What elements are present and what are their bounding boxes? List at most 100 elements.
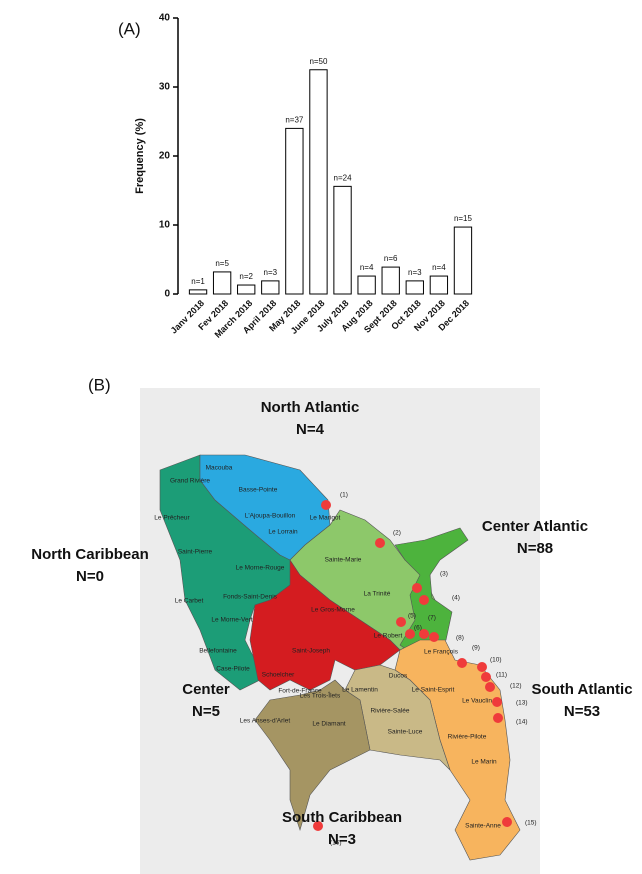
y-tick-label: 0	[164, 289, 170, 300]
panel-label: (B)	[88, 375, 111, 394]
commune-label: Le Morne-Rouge	[236, 565, 285, 572]
region-center	[249, 559, 401, 691]
site-marker	[313, 821, 323, 831]
site-marker	[477, 662, 487, 672]
bar-label: n=1	[191, 277, 205, 286]
commune-label: Schoelcher	[262, 672, 295, 679]
site-marker	[429, 632, 439, 642]
site-label: (3)	[440, 571, 448, 578]
bar-label: n=15	[454, 214, 473, 223]
commune-label: Le Prêcheur	[154, 515, 190, 522]
site-label: (6)	[414, 625, 422, 632]
region-name: North Atlantic	[261, 399, 360, 416]
bar-label: n=2	[239, 272, 253, 281]
y-axis-label: Frequency (%)	[134, 118, 146, 194]
site-marker	[485, 682, 495, 692]
commune-label: Le Carbet	[175, 598, 204, 605]
site-label: (7)	[428, 615, 436, 622]
region-count: N=4	[296, 421, 325, 438]
commune-label: Les Trois-Îlets	[300, 691, 341, 700]
commune-label: Le Gros-Morne	[311, 607, 355, 614]
bar	[381, 266, 400, 295]
commune-label: Basse-Pointe	[239, 487, 278, 494]
commune-label: Case-Pilote	[216, 666, 250, 673]
panel-label: (A)	[118, 19, 141, 38]
site-label: (13)	[516, 700, 528, 707]
region-count: N=53	[564, 703, 600, 720]
bar-label: n=4	[432, 263, 446, 272]
site-label: (16)	[330, 840, 342, 847]
region-name: South Caribbean	[282, 809, 402, 826]
bar	[212, 271, 232, 295]
site-marker	[375, 538, 385, 548]
y-tick-label: 20	[159, 151, 171, 162]
site-label: (5)	[408, 613, 416, 620]
site-marker	[492, 697, 502, 707]
site-marker	[405, 629, 415, 639]
bar-label: n=4	[360, 263, 374, 272]
commune-label: Bellefontaine	[199, 648, 237, 655]
commune-label: Sainte-Luce	[388, 729, 423, 736]
bar-label: n=37	[285, 116, 304, 125]
commune-label: Sainte-Marie	[325, 557, 362, 564]
commune-label: Le Saint-Esprit	[412, 687, 455, 694]
region-count: N=5	[192, 703, 220, 720]
bar-label: n=5	[215, 259, 229, 268]
bar	[333, 185, 352, 295]
site-marker	[481, 672, 491, 682]
site-label: (14)	[516, 719, 528, 726]
site-marker	[321, 500, 331, 510]
site-label: (1)	[340, 492, 348, 499]
commune-label: Grand Rivière	[170, 478, 210, 485]
commune-label: Le Marin	[471, 759, 497, 766]
site-label: (10)	[490, 657, 502, 664]
bar	[453, 226, 473, 295]
bar-label: n=50	[309, 57, 328, 66]
commune-label: L'Ajoupa-Bouillon	[245, 513, 296, 520]
y-tick-label: 30	[159, 82, 171, 93]
commune-label: Le Morne-Vert	[211, 617, 252, 624]
bar-label: n=3	[408, 268, 422, 277]
site-label: (8)	[456, 635, 464, 642]
commune-label: Sainte-Anne	[465, 823, 501, 830]
bar	[429, 275, 449, 295]
site-label: (9)	[472, 645, 480, 652]
region-count: N=0	[76, 568, 104, 585]
bar-label: n=3	[264, 268, 278, 277]
region-name: Center	[182, 681, 230, 698]
commune-label: Le Marigot	[310, 515, 341, 522]
commune-label: Fort-de-France	[278, 688, 322, 695]
site-marker	[396, 617, 406, 627]
site-label: (12)	[510, 683, 522, 690]
commune-label: Le Robert	[374, 633, 403, 640]
bar	[309, 69, 328, 295]
bar	[357, 275, 376, 295]
bar	[188, 289, 208, 295]
region-south-caribbean-west	[254, 679, 371, 832]
map	[140, 388, 540, 874]
site-label: (11)	[496, 672, 507, 679]
region-count: N=88	[517, 540, 553, 557]
site-marker	[502, 817, 512, 827]
bar-label: n=6	[384, 254, 398, 263]
commune-label: Le Lorrain	[268, 529, 298, 536]
site-marker	[457, 658, 467, 668]
commune-label: Les Anses-d'Arlet	[240, 718, 291, 725]
commune-label: Macouba	[206, 465, 233, 472]
bar	[285, 127, 304, 295]
commune-label: Le Diamant	[312, 721, 345, 728]
region-name: North Caribbean	[31, 546, 149, 563]
site-label: (2)	[393, 530, 401, 537]
region-name: South Atlantic	[531, 681, 632, 698]
commune-label: Rivière-Salée	[370, 708, 409, 715]
commune-label: Saint-Pierre	[178, 549, 213, 556]
bar-label: n=24	[334, 173, 353, 182]
site-marker	[419, 595, 429, 605]
y-tick-label: 10	[159, 220, 171, 231]
site-label: (15)	[525, 820, 537, 827]
commune-label: Fonds-Saint-Denis	[223, 594, 278, 601]
y-tick-label: 40	[159, 13, 171, 24]
site-label: (4)	[452, 595, 460, 602]
region-count: N=3	[328, 831, 356, 848]
